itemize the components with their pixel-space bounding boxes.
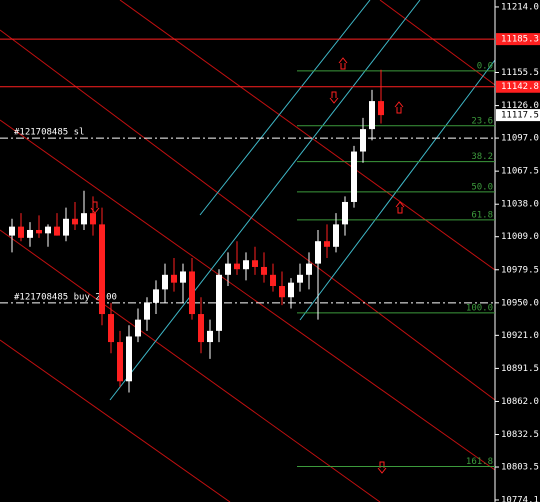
candle-body	[117, 342, 123, 382]
candle-body	[36, 229, 42, 234]
candle-body	[369, 101, 375, 130]
candle-body	[324, 241, 330, 247]
current-price-label: 11117.5	[501, 111, 539, 121]
arrow-down	[90, 201, 100, 214]
channel-line	[0, 229, 381, 502]
candle-body	[297, 274, 303, 283]
current-price-box	[496, 109, 540, 122]
candle-body	[252, 260, 258, 267]
fib-label: 50.0	[471, 182, 493, 192]
price-label: 11185.3	[501, 35, 539, 45]
candle-body	[351, 151, 357, 202]
candle-body	[261, 266, 267, 275]
channel-line	[379, 0, 496, 86]
candle-body	[171, 274, 177, 283]
candle-body	[153, 289, 159, 303]
channel-line	[0, 29, 496, 401]
y-tick-label: 11009.0	[501, 232, 539, 242]
arrow-down	[329, 91, 339, 104]
channel-line	[0, 339, 231, 502]
order-label: #121708485 sl	[14, 128, 84, 138]
candle-body	[108, 314, 114, 343]
channel-line	[119, 0, 496, 271]
y-tick-label: 11097.0	[501, 134, 539, 144]
arrow-up	[338, 57, 348, 70]
y-tick-label: 10921.0	[501, 331, 539, 341]
candle-body	[360, 129, 366, 152]
arrow-up	[395, 201, 405, 214]
candle-body	[198, 314, 204, 343]
y-tick-label: 10832.5	[501, 430, 539, 440]
channel-lines	[0, 0, 496, 502]
candle-body	[207, 330, 213, 343]
candle-body	[81, 213, 87, 225]
candle-body	[234, 263, 240, 270]
candle-body	[279, 286, 285, 298]
fib-label: 161.8	[466, 457, 493, 467]
channel-line	[0, 119, 496, 471]
candle-body	[243, 260, 249, 270]
channel-line	[299, 59, 496, 321]
y-tick-label: 10979.5	[501, 265, 539, 275]
y-tick-label: 11126.0	[501, 101, 539, 111]
candle-body	[342, 201, 348, 225]
candle-body	[288, 282, 294, 298]
candle-body	[225, 263, 231, 275]
y-tick-label: 10774.1	[501, 495, 539, 502]
fib-label: 100.0	[466, 303, 493, 313]
candle-body	[90, 213, 96, 225]
fib-label: 0.0	[477, 61, 493, 71]
fib-label: 38.2	[471, 152, 493, 162]
candle-body	[135, 319, 141, 337]
candle-body	[180, 271, 186, 283]
candle-body	[315, 241, 321, 264]
candle-body	[63, 218, 69, 236]
candle-body	[189, 271, 195, 315]
arrow-up	[394, 101, 404, 114]
y-tick-label: 10950.0	[501, 298, 539, 308]
y-tick-label: 11067.5	[501, 167, 539, 177]
order-label: #121708485 buy 2.00	[14, 292, 117, 302]
candle-body	[9, 226, 15, 236]
candle-body	[27, 229, 33, 238]
price-label: 11142.8	[501, 82, 539, 92]
candle-body	[333, 224, 339, 247]
price-label-box	[496, 80, 540, 93]
candle-body	[306, 263, 312, 275]
channel-line	[109, 0, 421, 401]
candle-body	[45, 226, 51, 234]
y-tick-label: 10803.5	[501, 463, 539, 473]
y-tick-label: 10891.5	[501, 364, 539, 374]
y-tick-label: 10862.0	[501, 397, 539, 407]
fib-label: 61.8	[471, 210, 493, 220]
candle-body	[54, 226, 60, 236]
fib-label: 23.6	[471, 116, 493, 126]
candle-body	[72, 218, 78, 225]
channel-line	[199, 0, 371, 216]
candle-body	[216, 274, 222, 331]
candle-body	[144, 302, 150, 320]
candle-body	[162, 274, 168, 290]
candle-body	[99, 224, 105, 315]
price-label-box	[496, 33, 540, 46]
candle-body	[270, 274, 276, 287]
arrow-down	[377, 461, 387, 474]
candle-body	[18, 226, 24, 238]
y-tick-label: 11155.5	[501, 68, 539, 78]
y-tick-label: 11214.0	[501, 2, 539, 12]
candle-body	[378, 101, 384, 116]
candle-body	[126, 336, 132, 382]
y-tick-label: 11038.0	[501, 200, 539, 210]
